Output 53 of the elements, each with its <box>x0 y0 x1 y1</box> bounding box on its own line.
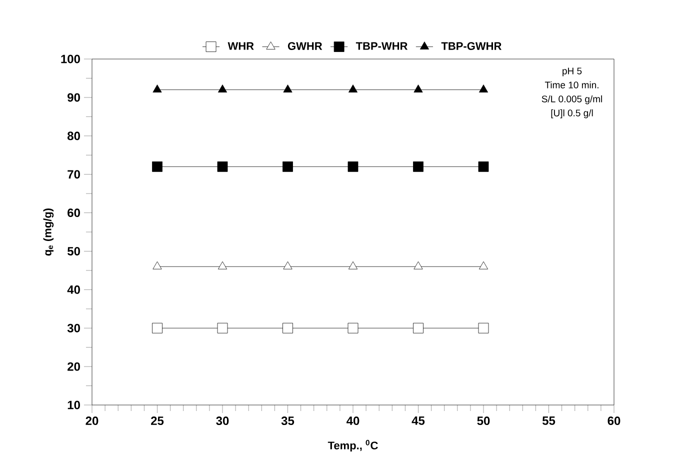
y-tick-label: 60 <box>68 208 80 218</box>
y-tick-label: 90 <box>68 93 80 102</box>
point <box>152 161 162 172</box>
annotation: [U]l 0.5 g/l <box>551 109 593 118</box>
point <box>348 322 358 334</box>
point <box>283 84 292 92</box>
point <box>478 84 488 92</box>
legend-label: GWHR <box>288 42 322 50</box>
point <box>348 161 358 172</box>
legend-label: TBP-GWHR <box>441 42 502 50</box>
annotation: Time 10 min. <box>544 81 598 88</box>
point <box>152 84 162 92</box>
point <box>218 84 228 92</box>
point <box>414 261 423 270</box>
x-tick-label: 20 <box>86 416 98 426</box>
point <box>478 161 489 172</box>
point <box>217 322 228 334</box>
x-tick-label: 55 <box>542 416 556 425</box>
point <box>218 261 228 270</box>
point <box>282 161 293 172</box>
y-tick-label: 70 <box>68 170 80 179</box>
y-tick-label: 100 <box>61 54 80 64</box>
point <box>348 261 358 270</box>
point <box>414 84 423 92</box>
point <box>413 161 424 172</box>
y-tick-label: 80 <box>68 132 80 140</box>
x-tick-label: 35 <box>281 416 294 426</box>
text: q$_{e}$ (mg/g) <box>43 208 54 256</box>
point <box>152 261 162 270</box>
legend-label: WHR <box>228 42 254 50</box>
point <box>152 322 162 334</box>
x-tick-label: 30 <box>216 416 229 426</box>
annotation: pH 5 <box>562 68 582 76</box>
x-tick-label: 25 <box>151 416 164 426</box>
point <box>413 322 424 334</box>
y-tick-label: 20 <box>68 362 80 371</box>
point <box>478 261 488 270</box>
y-tick-label: 10 <box>68 400 80 410</box>
annotation: S/L 0.005 g/ml <box>542 95 602 104</box>
y-tick-label: 40 <box>67 285 80 294</box>
x-tick-label: 50 <box>477 416 490 426</box>
point <box>217 161 228 172</box>
point <box>348 84 358 92</box>
point <box>282 322 293 334</box>
y-tick-label: 30 <box>67 324 80 332</box>
x-tick-label: 45 <box>412 416 425 425</box>
point <box>478 322 489 334</box>
text: Temp., $^{0}$C <box>328 440 378 452</box>
legend-label: TBP-WHR <box>356 42 408 50</box>
x-tick-label: 60 <box>608 416 620 426</box>
point <box>283 261 292 270</box>
x-tick-label: 40 <box>346 416 360 426</box>
y-tick-label: 50 <box>68 246 80 256</box>
